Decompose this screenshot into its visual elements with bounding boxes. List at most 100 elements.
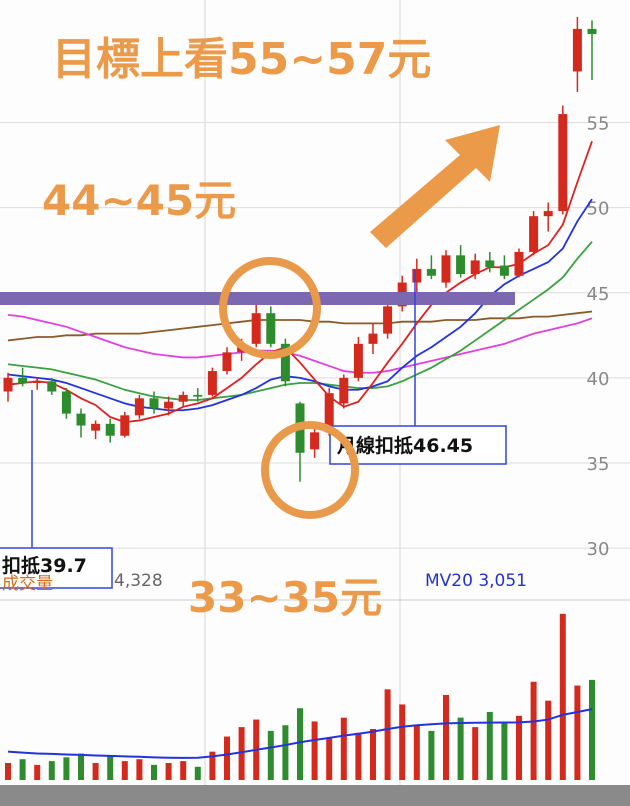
candle-body xyxy=(76,413,86,426)
volume-bar xyxy=(326,738,333,780)
volume-bar xyxy=(589,679,595,780)
volume-bar xyxy=(136,759,143,780)
y-tick-label: 40 xyxy=(587,369,610,390)
volume-bar xyxy=(165,763,172,780)
bottom-bar xyxy=(0,785,630,806)
moving-average xyxy=(7,314,593,374)
candle-body xyxy=(426,268,436,276)
volume-bar xyxy=(224,736,230,780)
volume-bar xyxy=(282,725,289,780)
candle-body xyxy=(310,432,320,450)
candle-body xyxy=(91,423,101,431)
candle-body xyxy=(207,371,217,395)
candle-body xyxy=(499,265,509,276)
y-tick-label: 35 xyxy=(587,454,610,475)
volume-bar xyxy=(545,700,552,780)
volume-bar xyxy=(428,730,435,780)
volume-bar xyxy=(501,723,508,780)
candle-body xyxy=(61,391,71,414)
candle-body xyxy=(485,260,495,268)
candle-body xyxy=(32,381,42,383)
volume-bar xyxy=(559,613,566,780)
volume-bar xyxy=(5,763,11,780)
candle-body xyxy=(324,393,334,433)
volume-ma xyxy=(7,708,593,759)
moving-average xyxy=(7,140,593,424)
arrow xyxy=(370,125,500,248)
candle-body xyxy=(514,251,524,276)
volume-bar xyxy=(370,729,376,780)
annotation: 44~45元 xyxy=(42,176,236,225)
candle-body xyxy=(251,313,261,344)
volume-bar xyxy=(121,761,128,780)
volume-bar xyxy=(63,757,70,780)
label-box xyxy=(329,425,507,465)
candle-body xyxy=(222,352,232,372)
volume-bar xyxy=(297,708,303,780)
volume-bar xyxy=(194,766,201,780)
candle-body xyxy=(543,211,553,217)
volume-bar xyxy=(443,695,449,780)
volume-bar xyxy=(413,725,420,780)
candle-body xyxy=(412,268,422,283)
volume-bar xyxy=(238,727,245,780)
candle-body xyxy=(558,114,568,212)
highlight-circle xyxy=(219,257,321,359)
volume-bar xyxy=(92,763,99,780)
moving-average xyxy=(7,241,593,401)
volume-bar xyxy=(209,751,216,780)
volume-bar xyxy=(516,715,522,780)
volume-title: 成交量 xyxy=(2,574,53,594)
y-tick-label: 30 xyxy=(587,539,610,560)
volume-bar xyxy=(472,727,479,780)
candle-body xyxy=(149,398,159,409)
candle-body xyxy=(178,394,188,402)
candle-body xyxy=(368,333,378,344)
box-label: 扣抵39.7 xyxy=(2,554,87,577)
label-box xyxy=(0,547,113,589)
level-band xyxy=(0,292,515,305)
candle-body xyxy=(164,401,174,409)
box-label: 月線扣抵46.45 xyxy=(336,434,473,457)
candle-body xyxy=(193,394,203,397)
volume-bar xyxy=(574,685,581,780)
volume-bar xyxy=(340,717,347,780)
candle-body xyxy=(587,28,597,35)
y-tick-label: 55 xyxy=(587,114,610,135)
candle-body xyxy=(18,377,28,383)
volume-bar xyxy=(180,761,187,780)
candle-body xyxy=(456,255,466,275)
volume-bar xyxy=(311,721,318,780)
candle-body xyxy=(383,306,393,334)
candle-body xyxy=(105,423,115,436)
volume-bar xyxy=(19,759,26,780)
volume-bar xyxy=(399,704,406,780)
highlight-circle xyxy=(261,421,359,519)
candle-body xyxy=(47,381,57,392)
moving-average xyxy=(7,310,593,342)
volume-bar xyxy=(486,712,493,780)
candle-body xyxy=(134,398,144,416)
annotation: 33~35元 xyxy=(188,573,382,622)
candle-body xyxy=(266,313,276,344)
volume-ma-label: MV20 3,051 xyxy=(425,571,527,591)
volume-bar xyxy=(34,764,41,780)
candle-body xyxy=(120,415,130,436)
volume-bar xyxy=(78,753,84,780)
volume-bar xyxy=(530,681,537,780)
y-tick-label: 50 xyxy=(587,199,610,220)
candle-body xyxy=(339,377,349,404)
candle-body xyxy=(280,343,290,382)
volume-bar xyxy=(107,755,114,780)
candle-body xyxy=(470,260,480,275)
volume-bar xyxy=(355,732,362,780)
candle-body xyxy=(353,343,363,378)
candle-body xyxy=(572,28,582,72)
candle-body xyxy=(3,377,13,392)
volume-label: 4,328 xyxy=(114,571,163,591)
candle-body xyxy=(529,216,539,252)
volume-bar xyxy=(151,764,157,780)
title: 目標上看55~57元 xyxy=(52,34,431,85)
